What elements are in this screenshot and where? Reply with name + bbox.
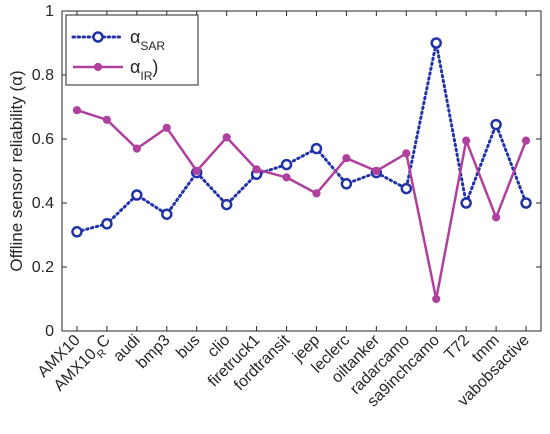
series-ir-point: [162, 123, 171, 132]
series-ir-point: [491, 213, 501, 222]
series-ir-point: [72, 106, 82, 115]
legend-sar-marker: [92, 31, 104, 43]
series-ir-point: [462, 136, 471, 145]
legend-box: [65, 14, 199, 86]
series-sar-point: [520, 197, 532, 209]
y-tick-label: 0.8: [32, 67, 54, 84]
series-ir-point: [521, 136, 531, 145]
series-layer: [71, 37, 532, 304]
series-sar-point: [101, 218, 113, 230]
series-sar-point: [430, 37, 442, 49]
x-tick-label: T72: [441, 332, 473, 364]
series-sar-line: [75, 41, 528, 234]
series-ir-point: [252, 165, 261, 174]
y-tick-label: 0.6: [32, 131, 54, 148]
y-axis-ticks: 0 0.2 0.4 0.6 0.8 1: [32, 3, 541, 340]
series-sar-point: [400, 182, 413, 195]
series-sar-point: [340, 178, 353, 190]
legend-sar-label: αSAR: [130, 27, 165, 53]
x-tick-label: bmp3: [133, 332, 173, 372]
legend: αSAR αIR): [65, 14, 199, 86]
series-ir-point: [132, 144, 141, 153]
series-sar-point: [161, 208, 173, 220]
series-ir-point: [312, 189, 321, 198]
x-tick-label: bus: [173, 332, 203, 362]
y-tick-label: 0.4: [32, 195, 54, 212]
series-ir-point: [192, 166, 201, 176]
series-sar-point: [310, 142, 323, 155]
series-sar-point: [131, 189, 143, 201]
series-ir-point: [432, 294, 441, 304]
legend-ir-label: αIR): [130, 57, 158, 83]
legend-ir-marker: [93, 62, 103, 72]
series-sar-point: [280, 158, 293, 171]
series-sar-point: [460, 197, 472, 209]
y-axis-label: Offline sensor reliability (α): [7, 70, 26, 271]
series-ir-line: [76, 109, 528, 301]
series-ir-point: [372, 166, 381, 176]
y-tick-label: 0: [45, 323, 54, 340]
series-ir-point: [102, 115, 112, 124]
series-ir-point: [282, 173, 291, 182]
series-ir-point: [222, 133, 231, 142]
y-tick-label: 1: [45, 3, 54, 20]
series-ir-point: [402, 149, 411, 158]
series-sar-point: [71, 226, 83, 238]
series-ir-point: [342, 154, 351, 163]
series-sar-point: [220, 198, 233, 211]
y-tick-label: 0.2: [32, 259, 54, 276]
series-sar-point: [490, 118, 502, 131]
